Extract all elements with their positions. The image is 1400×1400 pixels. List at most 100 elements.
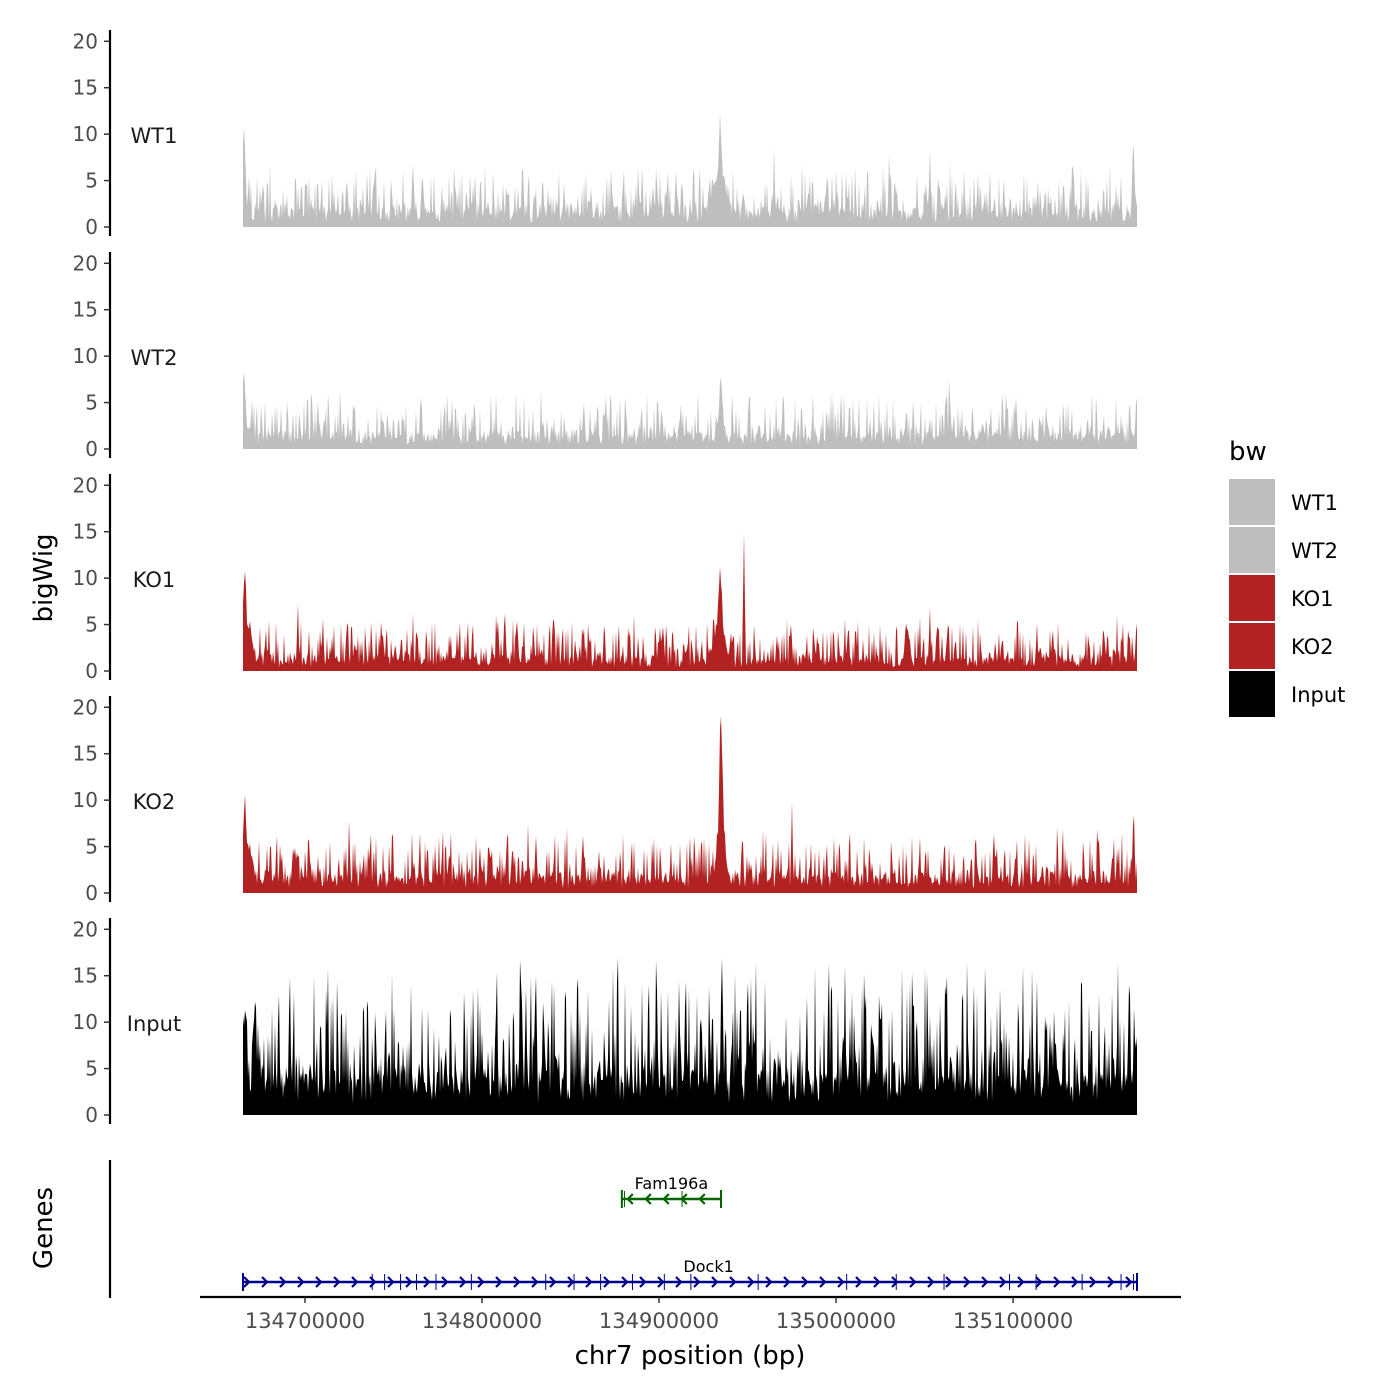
- y-tick-label: 0: [85, 659, 98, 683]
- genes-axis-title: Genes: [29, 1187, 59, 1269]
- track-ko1: 0 5 10 15 20 KO1: [73, 473, 1137, 683]
- x-tick-label: 134900000: [599, 1309, 719, 1333]
- legend-key-input: [1229, 671, 1275, 717]
- legend-key-ko1: [1229, 575, 1275, 621]
- strand-arrow: [495, 1276, 503, 1288]
- strand-arrow: [369, 1276, 377, 1288]
- strand-arrow: [1035, 1276, 1043, 1288]
- strand-arrow: [405, 1276, 413, 1288]
- strand-arrow: [644, 1193, 652, 1205]
- x-axis-title: chr7 position (bp): [575, 1341, 806, 1371]
- strand-arrow: [567, 1276, 575, 1288]
- strand-arrow: [747, 1276, 755, 1288]
- track-ko2: 0 5 10 15 20 KO2: [73, 695, 1137, 905]
- gene-label: Fam196a: [635, 1174, 708, 1193]
- legend-title: bw: [1229, 437, 1267, 467]
- y-axis-title: bigWig: [29, 533, 59, 622]
- strand-arrow: [675, 1276, 683, 1288]
- y-tick-label: 20: [73, 29, 98, 53]
- strand-arrow: [765, 1276, 773, 1288]
- strand-arrow: [626, 1193, 634, 1205]
- strand-arrow: [261, 1276, 269, 1288]
- x-tick-label: 135000000: [776, 1309, 896, 1333]
- track-label: KO1: [133, 568, 176, 592]
- strand-arrow: [909, 1276, 917, 1288]
- track-wt1: 0 5 10 15 20 WT1: [73, 29, 1137, 239]
- strand-arrow: [657, 1276, 665, 1288]
- strand-arrow: [1017, 1276, 1025, 1288]
- strand-arrow: [423, 1276, 431, 1288]
- strand-arrow: [783, 1276, 791, 1288]
- x-tick-label: 134700000: [245, 1309, 365, 1333]
- strand-arrow: [1107, 1276, 1115, 1288]
- strand-arrow: [963, 1276, 971, 1288]
- genes-panel: Dock1 Fam196a: [108, 1160, 1138, 1298]
- signal-tracks: 0 5 10 15 20 WT1 0 5 10 15 20 WT2 0 5 10 15 20 KO1 0 5 10 15 2…: [73, 29, 1137, 1127]
- track-wt2: 0 5 10 15 20 WT2: [73, 251, 1137, 461]
- legend-label: Input: [1291, 683, 1345, 707]
- legend-label: WT2: [1291, 539, 1338, 563]
- y-tick-label: 15: [73, 964, 98, 988]
- strand-arrow: [297, 1276, 305, 1288]
- strand-arrow: [891, 1276, 899, 1288]
- y-tick-label: 5: [85, 613, 98, 637]
- legend-key-wt2: [1229, 527, 1275, 573]
- strand-arrow: [873, 1276, 881, 1288]
- signal-area-wt1: [243, 111, 1137, 227]
- y-tick-label: 0: [85, 881, 98, 905]
- strand-arrow: [585, 1276, 593, 1288]
- x-tick-label: 134800000: [422, 1309, 542, 1333]
- strand-arrow: [1071, 1276, 1079, 1288]
- track-label: WT1: [131, 124, 178, 148]
- strand-arrow: [243, 1276, 251, 1288]
- strand-arrow: [513, 1276, 521, 1288]
- strand-arrow: [477, 1276, 485, 1288]
- strand-arrow: [945, 1276, 953, 1288]
- strand-arrow: [1053, 1276, 1061, 1288]
- strand-arrow: [1089, 1276, 1097, 1288]
- gene-fam196a: Fam196a: [620, 1174, 722, 1208]
- y-tick-label: 0: [85, 437, 98, 461]
- y-tick-label: 10: [73, 566, 98, 590]
- y-tick-label: 5: [85, 169, 98, 193]
- strand-arrow: [729, 1276, 737, 1288]
- x-tick-label: 135100000: [953, 1309, 1073, 1333]
- y-tick-label: 20: [73, 473, 98, 497]
- legend-key-ko2: [1229, 623, 1275, 669]
- strand-arrow: [279, 1276, 287, 1288]
- strand-arrow: [801, 1276, 809, 1288]
- strand-arrow: [351, 1276, 359, 1288]
- legend-label: KO1: [1291, 587, 1334, 611]
- y-tick-label: 0: [85, 1103, 98, 1127]
- strand-arrow: [603, 1276, 611, 1288]
- strand-arrow: [315, 1276, 323, 1288]
- strand-arrow: [531, 1276, 539, 1288]
- track-input: 0 5 10 15 20 Input: [73, 917, 1137, 1127]
- strand-arrow: [333, 1276, 341, 1288]
- strand-arrow: [999, 1276, 1007, 1288]
- strand-arrow: [387, 1276, 395, 1288]
- y-tick-label: 20: [73, 917, 98, 941]
- legend: bw WT1 WT2 KO1 KO2 Input: [1229, 437, 1345, 717]
- y-tick-label: 10: [73, 344, 98, 368]
- y-tick-label: 10: [73, 122, 98, 146]
- strand-arrow: [927, 1276, 935, 1288]
- legend-label: KO2: [1291, 635, 1334, 659]
- strand-arrow: [837, 1276, 845, 1288]
- signal-area-wt2: [243, 370, 1137, 449]
- y-tick-label: 10: [73, 1010, 98, 1034]
- signal-area-input: [243, 957, 1137, 1115]
- y-tick-label: 20: [73, 251, 98, 275]
- strand-arrow: [621, 1276, 629, 1288]
- y-tick-label: 15: [73, 520, 98, 544]
- y-tick-label: 5: [85, 1057, 98, 1081]
- strand-arrow: [662, 1193, 670, 1205]
- y-tick-label: 15: [73, 742, 98, 766]
- x-axis: 134700000 134800000 134900000 135000000 1351…: [200, 1295, 1181, 1333]
- y-tick-label: 20: [73, 695, 98, 719]
- strand-arrow: [693, 1276, 701, 1288]
- y-tick-label: 0: [85, 215, 98, 239]
- gene-label: Dock1: [683, 1257, 733, 1276]
- legend-label: WT1: [1291, 491, 1338, 515]
